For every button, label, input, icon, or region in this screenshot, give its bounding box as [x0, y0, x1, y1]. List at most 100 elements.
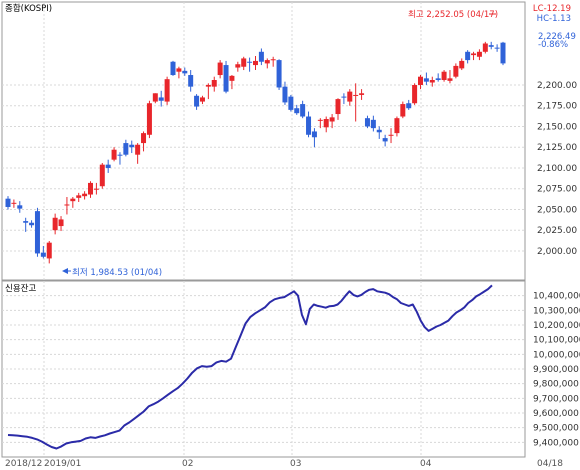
- credit-y-tick-label: 10,100,000: [533, 336, 580, 346]
- candle-body: [117, 154, 123, 156]
- candle-body: [58, 219, 64, 227]
- x-axis: 2018/12 2019/01 02 03 04 04/18: [2, 456, 563, 469]
- candle-body: [447, 78, 453, 81]
- candle-body: [105, 164, 111, 168]
- candle-body: [229, 75, 235, 81]
- candle-body: [135, 144, 141, 155]
- candle-body: [129, 144, 135, 148]
- candle-body: [258, 51, 264, 62]
- last-price-box: [527, 31, 573, 41]
- candle-body: [323, 119, 329, 128]
- candle-body: [205, 84, 211, 87]
- kospi-y-tick-label: 2,025.00: [537, 226, 577, 236]
- x-tick-label: 2018/12: [5, 459, 42, 469]
- last-change-label: -0.86%: [538, 40, 568, 50]
- candle-body: [93, 188, 99, 190]
- credit-y-tick-label: 10,300,000: [533, 306, 580, 316]
- candle-body: [459, 60, 465, 69]
- candle-body: [23, 221, 29, 223]
- candle-body: [476, 51, 482, 57]
- candle-body: [300, 104, 306, 117]
- credit-y-tick-label: 10,200,000: [533, 321, 580, 331]
- kospi-pane: 2,000.00 2,025.00 2,050.00 2,075.00 2,100.00…: [1, 1, 577, 281]
- candle-body: [500, 42, 506, 64]
- credit-balance-pane: 9,400,000 9,500,000 9,600,000 9,700,000 9,80…: [1, 280, 580, 458]
- high-annotation: 최고 2,252.05 (04/17): [408, 9, 498, 20]
- candle-body: [164, 79, 170, 102]
- candle-body: [494, 47, 500, 49]
- candle-body: [123, 143, 129, 155]
- credit-balance-line: [7, 284, 493, 450]
- candle-body: [435, 78, 441, 81]
- kospi-y-tick-label: 2,075.00: [537, 185, 577, 195]
- candle-body: [241, 58, 247, 67]
- candle-body: [223, 65, 229, 92]
- candle-body: [188, 75, 194, 87]
- candle-body: [99, 164, 105, 187]
- candle-body: [17, 205, 23, 209]
- candle-body: [306, 116, 312, 135]
- x-tick-label: 03: [290, 459, 301, 469]
- candle-body: [412, 84, 418, 104]
- kospi-grid: [2, 2, 525, 280]
- low-annotation: 최저 1,984.53 (01/04): [72, 267, 162, 278]
- candle-body: [64, 204, 70, 206]
- candle-body: [382, 138, 388, 142]
- candle-body: [199, 97, 205, 102]
- candle-body: [5, 198, 11, 207]
- candle-body: [152, 93, 158, 102]
- candle-body: [253, 60, 258, 66]
- candle-body: [465, 51, 471, 61]
- candle-body: [158, 97, 164, 101]
- candle-body: [40, 252, 46, 257]
- last-price-label: 2,226.49: [538, 32, 576, 42]
- candle-body: [34, 211, 40, 254]
- kospi-y-tick-label: 2,150.00: [537, 122, 577, 132]
- candle-body: [288, 96, 294, 110]
- candle-body: [170, 61, 176, 76]
- candle-body: [453, 65, 459, 77]
- candle-body: [194, 95, 200, 107]
- x-tick-label: 04/18: [537, 459, 563, 469]
- candle-body: [359, 93, 365, 95]
- candle-body: [211, 80, 217, 87]
- credit-y-tick-label: 9,500,000: [533, 424, 579, 434]
- candle-body: [235, 64, 241, 68]
- kospi-y-axis: 2,000.00 2,025.00 2,050.00 2,075.00 2,100.00…: [537, 81, 577, 257]
- candle-body: [488, 45, 494, 47]
- credit-y-tick-label: 9,400,000: [533, 438, 579, 448]
- kospi-pane-frame: [1, 1, 526, 281]
- kospi-pane-title: 종합(KOSPI): [5, 4, 52, 14]
- candle-body: [282, 86, 288, 103]
- credit-y-tick-label: 10,000,000: [533, 350, 580, 360]
- candle-body: [141, 133, 147, 144]
- credit-pane-title: 신용잔고: [5, 283, 36, 294]
- candle-body: [88, 182, 93, 195]
- credit-y-tick-label: 10,400,000: [533, 292, 580, 302]
- candle-body: [70, 198, 76, 202]
- candle-body: [329, 117, 335, 122]
- candle-body: [317, 119, 323, 121]
- candle-body: [376, 129, 382, 133]
- credit-y-tick-label: 9,600,000: [533, 409, 579, 419]
- candle-body: [52, 217, 58, 231]
- corner-bottom-label: HC-1.13: [537, 14, 571, 24]
- candle-body: [176, 68, 182, 72]
- kospi-y-tick-label: 2,100.00: [537, 164, 577, 174]
- candle-body: [423, 78, 429, 82]
- candle-body: [341, 96, 347, 98]
- credit-y-tick-label: 9,800,000: [533, 380, 579, 390]
- candle-body: [217, 62, 223, 76]
- candle-body: [247, 61, 253, 63]
- candle-body: [76, 195, 82, 198]
- candle-body: [111, 149, 117, 160]
- candle-body: [146, 103, 152, 135]
- candle-body: [406, 103, 412, 109]
- kospi-y-tick-label: 2,175.00: [537, 102, 577, 112]
- candle-body: [294, 108, 300, 114]
- credit-y-tick-label: 9,900,000: [533, 365, 579, 375]
- candle-body: [276, 60, 282, 88]
- candle-body: [353, 94, 359, 96]
- credit-y-axis: 9,400,000 9,500,000 9,600,000 9,700,000 9,80…: [533, 292, 580, 449]
